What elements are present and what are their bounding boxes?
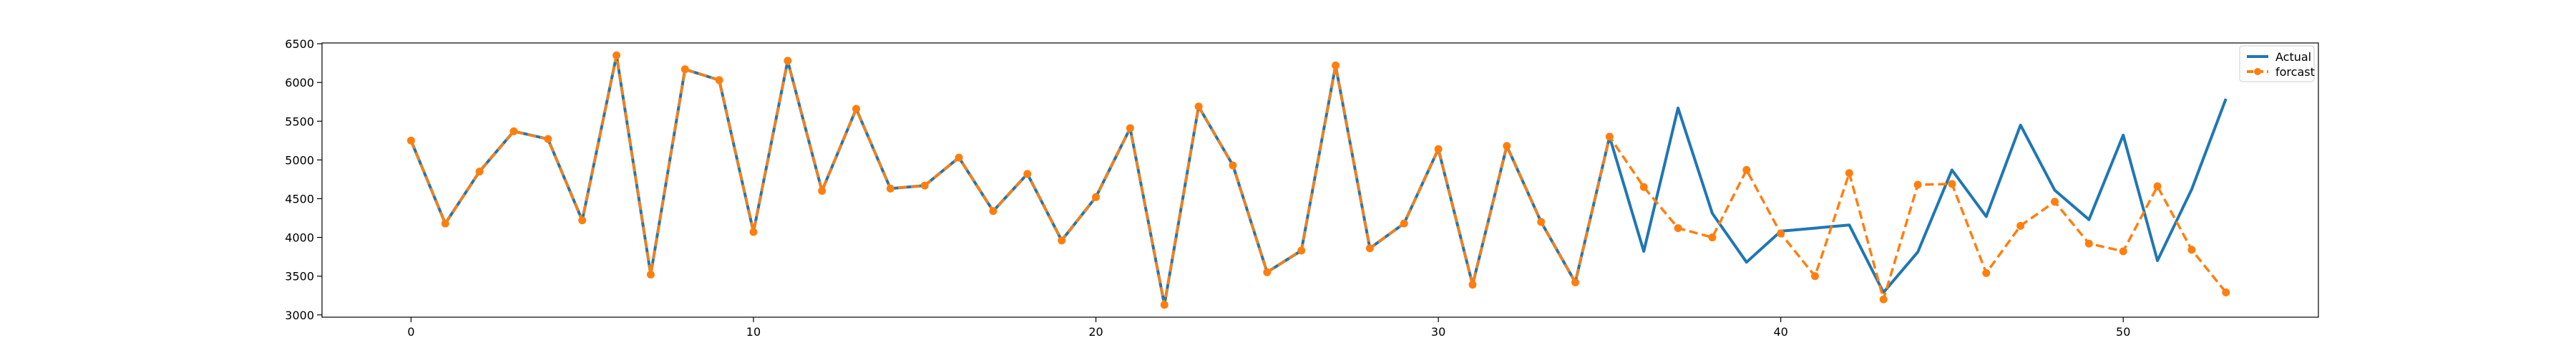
data-point-forcast bbox=[2084, 239, 2093, 248]
data-point-forcast bbox=[852, 105, 861, 113]
data-point-forcast bbox=[613, 51, 621, 59]
data-point-forcast bbox=[1948, 180, 1956, 188]
data-point-forcast bbox=[1297, 246, 1306, 255]
data-point-forcast bbox=[1160, 301, 1169, 309]
data-point-forcast bbox=[544, 135, 552, 143]
data-point-forcast bbox=[1468, 281, 1477, 289]
data-point-forcast bbox=[2119, 247, 2127, 256]
x-tick-label: 0 bbox=[407, 325, 414, 339]
data-point-forcast bbox=[2222, 288, 2230, 296]
y-tick-label: 6000 bbox=[285, 76, 314, 90]
data-point-forcast bbox=[509, 127, 518, 135]
y-tick-label: 5000 bbox=[285, 153, 314, 167]
data-point-forcast bbox=[1777, 229, 1785, 238]
data-point-forcast bbox=[680, 65, 689, 74]
y-tick-label: 5500 bbox=[285, 115, 314, 128]
data-point-forcast bbox=[475, 168, 484, 176]
x-tick-label: 30 bbox=[1431, 325, 1445, 339]
data-point-forcast bbox=[2016, 221, 2025, 230]
y-tick-label: 3500 bbox=[285, 270, 314, 284]
data-point-forcast bbox=[1674, 224, 1682, 233]
legend-forcast-label: forcast bbox=[2275, 65, 2315, 79]
data-point-forcast bbox=[886, 184, 894, 193]
axis-layer: 0 10 20 30 40 50 3000 3500 4000 4500 5000 5500 6000 6… bbox=[285, 37, 2130, 339]
data-point-forcast bbox=[441, 219, 449, 228]
series-line-forcast bbox=[409, 54, 2228, 306]
data-point-forcast bbox=[2187, 246, 2196, 254]
data-point-forcast bbox=[715, 76, 723, 84]
x-tick-label: 20 bbox=[1088, 325, 1103, 339]
data-point-forcast bbox=[784, 57, 792, 65]
data-point-forcast bbox=[646, 270, 655, 279]
plot-frame bbox=[321, 42, 2319, 318]
y-tick-label: 4000 bbox=[285, 231, 314, 245]
data-point-forcast bbox=[1537, 218, 1546, 226]
x-tick-label: 40 bbox=[1773, 325, 1787, 339]
y-tick-label: 4500 bbox=[285, 192, 314, 205]
data-point-forcast bbox=[1263, 268, 1272, 276]
data-point-forcast bbox=[1092, 193, 1101, 201]
data-point-forcast bbox=[989, 207, 997, 216]
data-point-forcast bbox=[1913, 180, 1922, 189]
data-point-forcast bbox=[578, 216, 587, 225]
data-point-forcast bbox=[1229, 161, 1237, 170]
data-point-forcast bbox=[1126, 124, 1134, 132]
data-point-forcast bbox=[1708, 233, 1717, 242]
legend-forcast-marker bbox=[2254, 68, 2261, 75]
legend: Actual forcast bbox=[2239, 45, 2315, 82]
legend-actual-label: Actual bbox=[2275, 50, 2311, 64]
data-point-forcast bbox=[1879, 295, 1888, 304]
data-point-forcast bbox=[2153, 182, 2162, 190]
data-point-forcast bbox=[1811, 272, 1820, 281]
x-tick-label: 10 bbox=[746, 325, 761, 339]
data-point-forcast bbox=[1982, 268, 1991, 277]
data-point-forcast bbox=[1605, 132, 1614, 141]
x-tick-label: 50 bbox=[2116, 325, 2130, 339]
data-point-forcast bbox=[955, 153, 963, 162]
data-point-forcast bbox=[1332, 61, 1340, 69]
data-point-forcast bbox=[1058, 236, 1066, 245]
data-point-forcast bbox=[1400, 219, 1408, 228]
data-point-forcast bbox=[1742, 165, 1751, 174]
data-point-forcast bbox=[818, 187, 826, 195]
series-layer bbox=[406, 51, 2230, 309]
y-tick-label: 3000 bbox=[285, 309, 314, 322]
data-point-forcast bbox=[1571, 278, 1580, 286]
data-point-forcast bbox=[1639, 183, 1648, 191]
data-point-forcast bbox=[1503, 142, 1511, 150]
data-point-forcast bbox=[1365, 244, 1374, 253]
data-point-forcast bbox=[749, 228, 758, 236]
data-point-forcast bbox=[1845, 169, 1853, 178]
data-point-forcast bbox=[2051, 198, 2059, 206]
data-point-forcast bbox=[406, 136, 415, 145]
data-point-forcast bbox=[1194, 102, 1203, 111]
data-point-forcast bbox=[1434, 145, 1443, 153]
data-point-forcast bbox=[1023, 170, 1032, 178]
y-tick-label: 6500 bbox=[285, 37, 314, 51]
data-point-forcast bbox=[920, 181, 929, 190]
